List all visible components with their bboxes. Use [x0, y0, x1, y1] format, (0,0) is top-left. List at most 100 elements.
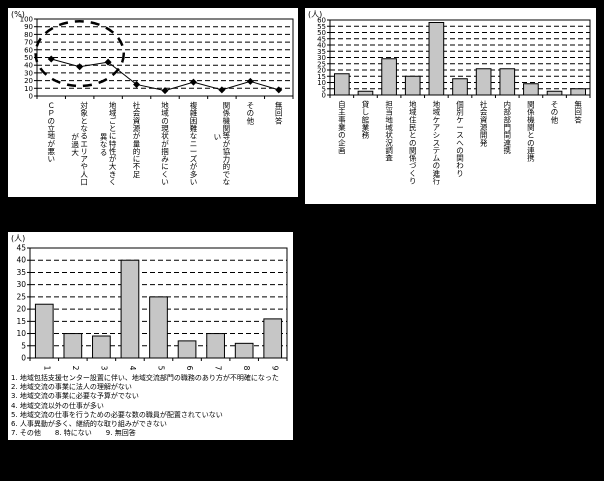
x-category-label-1: 自主事業の企画	[338, 99, 346, 155]
y-tick-label: 15	[16, 317, 26, 326]
bar-category-8	[499, 68, 516, 96]
bar-category-8	[234, 342, 254, 359]
x-category-label-11: 無回答	[574, 99, 582, 124]
y-tick-label: 50	[317, 29, 326, 37]
x-category-label-4: 4	[128, 366, 137, 371]
x-category-label-5: 地域の現状が掴みにくい	[161, 100, 169, 187]
x-category-label-4: 社会資源が量的に不足	[133, 100, 141, 179]
x-category-label-9: 関係機関との連携	[527, 100, 535, 163]
bar-category-11	[570, 88, 587, 96]
y-tick-label: 0	[322, 92, 326, 100]
x-category-label-6: 個別ケースへの関わり	[456, 99, 464, 178]
bar-category-7	[206, 333, 225, 359]
x-category-label-3: 異なる	[100, 133, 108, 157]
y-tick-label: 60	[24, 46, 33, 54]
unit-label: (人)	[308, 10, 322, 19]
bar-category-9	[263, 318, 283, 359]
y-tick-label: 35	[16, 268, 26, 277]
x-category-label-7: い	[214, 133, 222, 142]
y-tick-label: 5	[322, 85, 326, 93]
legend-line-5: 5. 地域交流の仕事を行うための必要な数の職員が配置されていない	[11, 410, 223, 419]
data-point-marker-6	[189, 78, 197, 86]
bar-category-5	[428, 22, 445, 96]
x-category-label-8: その他	[247, 101, 255, 125]
x-category-label-2: 2	[71, 366, 80, 371]
panel-bar-chart-duties: (人) 0 5 10 15 20 25 30 35 40 45 50 55 60 自主事業の企画 貸し館業務 担…	[305, 8, 596, 204]
y-tick-label: 100	[20, 16, 33, 24]
x-category-label-7: 社会資源開発	[480, 99, 488, 147]
y-tick-label: 90	[24, 23, 33, 31]
legend-line-7: 7. その他 8. 特にない 9. 無回答	[11, 429, 136, 438]
legend-line-1: 1. 地域包括支援センター設置に伴い、地域交流部門の職務のあり方が不明確になった	[11, 374, 279, 382]
panel-bar-chart-issues: (人) 0 5 10 15 20 25 30 35 40 45 1 2 3 4 5 6 7 8 9 1. 地域包括支援…	[8, 232, 293, 440]
x-category-label-2: が過大	[71, 132, 79, 157]
legend-line-2: 2. 地域交流の事業に法人の理解がない	[11, 383, 132, 392]
x-category-label-8: 8	[242, 366, 251, 371]
y-tick-label: 15	[317, 73, 326, 81]
data-point-marker-9	[275, 86, 283, 94]
y-tick-label: 40	[24, 62, 33, 70]
y-tick-label: 30	[16, 280, 26, 289]
x-category-label-5: 5	[157, 366, 166, 371]
y-tick-label: 20	[317, 67, 326, 75]
unit-label: (%)	[11, 10, 25, 19]
x-category-label-8: 内部部門間連携	[504, 99, 512, 155]
x-category-label-3: 3	[99, 366, 108, 371]
y-tick-label: 50	[24, 54, 33, 62]
x-category-label-3: 地域ごとに特性が大きく	[109, 100, 117, 187]
data-point-marker-7	[218, 86, 226, 94]
bar-category-4	[120, 259, 140, 359]
y-tick-label: 30	[24, 69, 33, 77]
y-tick-label: 60	[317, 17, 326, 25]
x-category-label-1: 1	[42, 366, 51, 371]
data-point-marker-3	[104, 58, 112, 66]
bar-category-4	[404, 75, 421, 96]
y-tick-label: 10	[16, 329, 26, 338]
x-category-label-5: 地域ケアシステムの進行	[433, 99, 441, 186]
bar-category-6	[452, 78, 468, 96]
bar-category-1	[34, 303, 54, 359]
x-category-label-4: 地域住民との関係づくり	[409, 99, 417, 186]
x-category-label-6: 複雑困難なニーズが多い	[190, 100, 198, 187]
bar-category-9	[523, 83, 539, 96]
y-tick-label: 45	[16, 244, 26, 253]
bar-category-2	[63, 333, 83, 359]
x-category-label-10: その他	[551, 100, 559, 124]
plot-frame	[36, 18, 294, 97]
plot-frame	[29, 247, 288, 359]
y-tick-label: 10	[317, 79, 326, 87]
y-tick-label: 10	[24, 85, 33, 93]
bar-category-10	[546, 90, 563, 96]
x-category-label-9: 9	[271, 366, 280, 371]
y-tick-label: 20	[16, 305, 26, 314]
y-tick-label: 25	[317, 60, 326, 68]
y-tick-label: 45	[317, 35, 326, 43]
y-tick-label: 40	[317, 42, 326, 50]
y-tick-label: 5	[21, 341, 26, 350]
x-category-label-3: 担当地域状況調査	[385, 99, 393, 163]
x-category-label-2: 貸し館業務	[362, 99, 370, 140]
chart-legend: 1. 地域包括支援センター設置に伴い、地域交流部門の職務のあり方が不明確になった…	[11, 374, 291, 439]
data-point-marker-4	[133, 80, 141, 88]
unit-label: (人)	[11, 234, 25, 243]
bar-category-2	[357, 90, 374, 96]
x-category-label-6: 6	[185, 366, 194, 371]
y-tick-label: 80	[24, 31, 33, 39]
y-tick-label: 30	[317, 54, 326, 62]
y-tick-label: 40	[16, 256, 26, 265]
bar-category-7	[475, 68, 492, 96]
bar-category-3	[92, 335, 111, 359]
x-category-label-9: 無回答	[275, 100, 283, 125]
bar-category-3	[381, 58, 397, 96]
y-tick-label: 70	[24, 39, 33, 47]
legend-line-4: 4. 地域交流以外の仕事が多い	[11, 401, 104, 410]
y-tick-label: 0	[21, 354, 26, 363]
data-point-marker-1	[47, 55, 55, 63]
panel-line-chart: (%) 0 10 20 30 40 50 60 70 80 90 100 ＣＰの立地が悪い 対象となるエリ…	[8, 8, 298, 197]
data-point-marker-2	[76, 63, 84, 71]
x-category-label-7: 7	[214, 366, 223, 371]
y-tick-label: 20	[24, 77, 33, 85]
